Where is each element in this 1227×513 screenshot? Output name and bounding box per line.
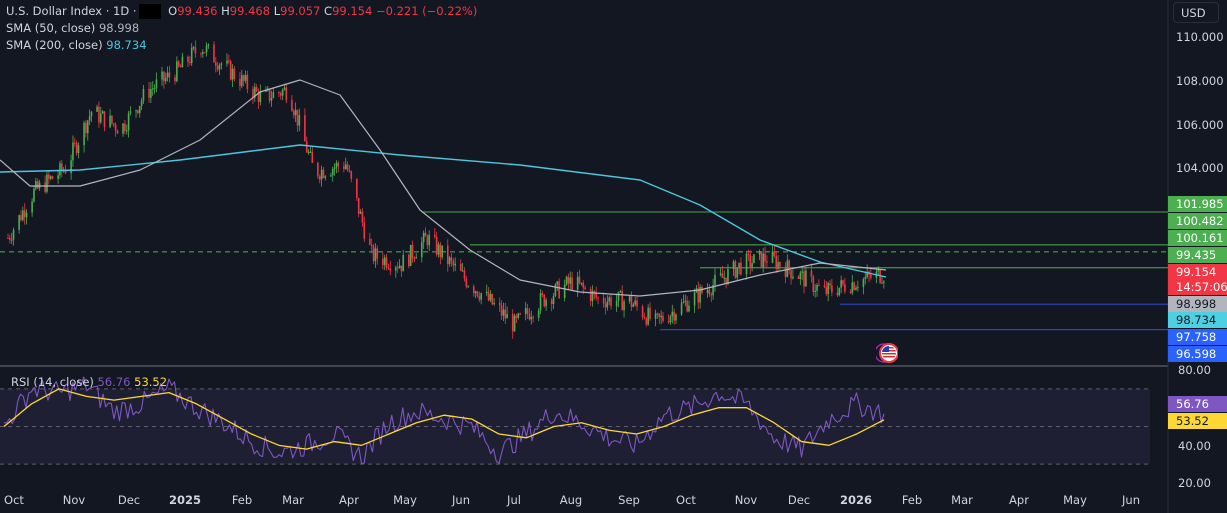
currency-button[interactable]: USD	[1173, 2, 1219, 23]
price-tag: 99.154	[1168, 264, 1227, 280]
price-tick-label: 106.000	[1176, 118, 1224, 132]
time-tick-label: Mar	[951, 493, 973, 507]
close-label: C	[324, 4, 333, 18]
rsi-tick-label: 40.00	[1178, 439, 1211, 453]
time-tick-label: Dec	[787, 493, 811, 507]
time-tick-label: Jun	[452, 493, 470, 507]
open-value: 99.436	[177, 4, 218, 18]
rsi-tag: 53.52	[1168, 413, 1227, 429]
symbol-legend: U.S. Dollar Index · 1D · O99.436 H99.468…	[6, 4, 477, 19]
price-tag: 100.161	[1168, 230, 1227, 246]
price-tag: 98.734	[1168, 312, 1227, 328]
us-flag-event-icon[interactable]	[874, 342, 899, 364]
time-tick-label: Jul	[507, 493, 521, 507]
rsi-tag: 56.76	[1168, 396, 1227, 412]
high-value: 99.468	[229, 4, 271, 18]
rsi-tick-label: 80.00	[1178, 363, 1211, 377]
rsi-value: 56.76	[97, 375, 131, 389]
rsi-ma-value: 53.52	[134, 375, 168, 389]
redacted-block	[138, 4, 161, 19]
price-tag: 97.758	[1168, 329, 1227, 345]
sma50-label: SMA (50, close)	[6, 21, 96, 35]
time-tick-label: Sep	[618, 493, 640, 507]
open-label: O	[168, 4, 178, 18]
time-tick-label: Feb	[901, 493, 923, 507]
time-tick-label: Oct	[676, 493, 696, 507]
time-tick-label: Oct	[4, 493, 24, 507]
price-tag: 14:57:06	[1168, 279, 1227, 295]
price-tick-label: 110.000	[1176, 30, 1224, 44]
symbol-name[interactable]: U.S. Dollar Index · 1D ·	[6, 4, 137, 18]
sma200-label: SMA (200, close)	[6, 38, 103, 52]
low-label: L	[273, 4, 281, 18]
time-tick-label: May	[1063, 493, 1087, 507]
sma200-legend[interactable]: SMA (200, close) 98.734	[6, 38, 147, 53]
close-value: 99.154	[332, 4, 373, 18]
price-tag: 98.998	[1168, 296, 1227, 312]
time-tick-label: May	[393, 493, 417, 507]
price-tag: 100.482	[1168, 213, 1227, 229]
time-tick-label: 2025	[168, 493, 202, 507]
sma200-value: 98.734	[106, 38, 147, 52]
time-tick-label: Dec	[117, 493, 141, 507]
time-tick-label: 2026	[839, 493, 873, 507]
high-label: H	[221, 4, 230, 18]
change-value: −0.221 (−0.22%)	[375, 4, 478, 18]
sma50-value: 98.998	[98, 21, 140, 35]
price-tag: 96.598	[1168, 346, 1227, 362]
sma50-legend[interactable]: SMA (50, close) 98.998	[6, 21, 139, 36]
price-tick-label: 104.000	[1176, 161, 1224, 175]
time-tick-label: Nov	[62, 493, 86, 507]
price-tag: 101.985	[1168, 196, 1227, 212]
time-tick-label: Jun	[1122, 493, 1140, 507]
time-tick-label: Feb	[231, 493, 253, 507]
low-value: 99.057	[280, 4, 321, 18]
time-tick-label: Mar	[282, 493, 304, 507]
price-tag: 99.435	[1168, 247, 1227, 263]
time-tick-label: Apr	[339, 493, 359, 507]
rsi-label: RSI (14, close)	[11, 375, 94, 389]
time-tick-label: Apr	[1009, 493, 1029, 507]
price-tick-label: 108.000	[1176, 74, 1224, 88]
time-tick-label: Nov	[734, 493, 758, 507]
time-tick-label: Aug	[559, 493, 583, 507]
rsi-tick-label: 20.00	[1178, 476, 1211, 490]
rsi-legend[interactable]: RSI (14, close) 56.76 53.52	[11, 375, 167, 389]
